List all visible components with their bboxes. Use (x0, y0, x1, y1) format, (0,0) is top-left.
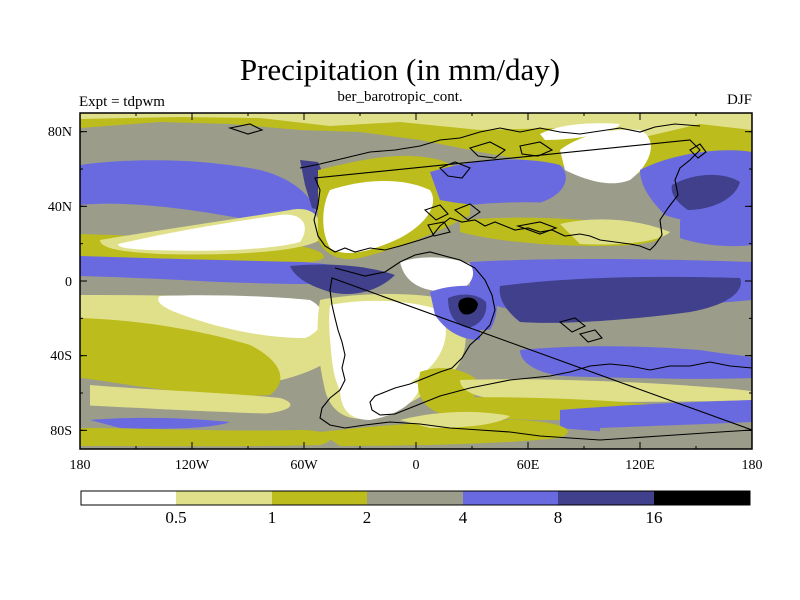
far-east-blue (680, 215, 752, 247)
south-pacific-light (90, 385, 291, 414)
coastlines (227, 123, 752, 441)
lon-label-180w: 180 (70, 458, 91, 473)
colorbar-box-6 (558, 491, 654, 505)
lon-label-60w: 60W (290, 458, 318, 473)
lon-label-180e: 180 (742, 458, 763, 473)
island-coast-3 (519, 141, 554, 157)
north-pacific-dry (118, 214, 305, 251)
colorbar-label-1: 1 (268, 508, 277, 527)
island-coast-1 (439, 161, 471, 179)
east-north-yellow (560, 219, 670, 245)
map-subtitle: ber_barotropic_cont. (337, 89, 463, 105)
equatorial-navy-east (499, 276, 741, 323)
south-continent-dry (329, 300, 446, 405)
south-southern-olive (320, 420, 568, 446)
axis-ticks (79, 113, 753, 449)
island-coast-5 (427, 221, 451, 237)
island-coast-6 (453, 203, 481, 221)
island-coast-2 (468, 141, 506, 159)
island-coast-8 (578, 329, 603, 343)
colorbar-box-2 (176, 491, 272, 505)
equatorial-navy-west (290, 264, 395, 295)
south-pacific-olive (80, 318, 281, 396)
lon-label-120e: 120E (625, 458, 655, 473)
south-pacific-dry (158, 295, 323, 338)
colorbar-box-5 (463, 491, 558, 505)
island-coast-9 (689, 143, 707, 159)
colorbar-frame (80, 490, 751, 506)
precip-field (80, 113, 752, 449)
colorbar-box-1 (81, 491, 176, 505)
map-title: Precipitation (in mm/day) (239, 52, 561, 87)
south-east-blue (520, 346, 752, 379)
siberia-dry (560, 129, 651, 184)
island-coast-10 (227, 123, 264, 135)
colorbar-label-16: 16 (646, 508, 663, 527)
south-southern-yellow (400, 411, 510, 428)
equatorial-continent-dry (400, 257, 474, 292)
lon-label-0: 0 (413, 458, 420, 473)
lon-label-60e: 60E (517, 458, 540, 473)
island-coast-7 (558, 317, 587, 333)
east-asia-navy (671, 174, 740, 210)
lat-label-40n: 40N (48, 200, 72, 215)
south-ocean-olive (80, 428, 331, 447)
colorbar-box-4 (367, 491, 463, 505)
arctic-yellow-band (80, 113, 752, 138)
south-continent-coast (319, 251, 752, 441)
equatorial-gray-strip (80, 276, 320, 298)
lat-label-80n: 80N (48, 125, 72, 140)
colorbar-label-4: 4 (459, 508, 468, 527)
north-continent-dry (323, 180, 434, 253)
lon-label-120w: 120W (175, 458, 210, 473)
experiment-label: Expt = tdpwm (79, 94, 165, 110)
lat-label-0: 0 (65, 275, 72, 290)
colorbar-box-3 (272, 491, 367, 505)
island-coast-4 (423, 204, 449, 221)
lat-label-40s: 40S (50, 349, 72, 364)
colorbar: 0.5 1 2 4 8 16 (80, 490, 751, 527)
south-east-yellow (460, 379, 752, 402)
south-continent-dry-2 (340, 380, 420, 420)
north-pacific-blue (80, 160, 316, 224)
arctic-dry (540, 123, 620, 140)
colorbar-label-2: 2 (363, 508, 372, 527)
north-atlantic-blue (430, 159, 566, 207)
colorbar-label-0-5: 0.5 (165, 508, 186, 527)
central-black (458, 297, 478, 315)
lat-label-80s: 80S (50, 424, 72, 439)
south-ocean-blue-west (90, 417, 230, 429)
season-label: DJF (726, 92, 752, 108)
colorbar-box-7 (654, 491, 750, 505)
north-continent-coast (299, 123, 701, 253)
colorbar-label-8: 8 (554, 508, 563, 527)
south-east-gray-lower (600, 422, 752, 449)
island-coast-11 (515, 221, 558, 235)
